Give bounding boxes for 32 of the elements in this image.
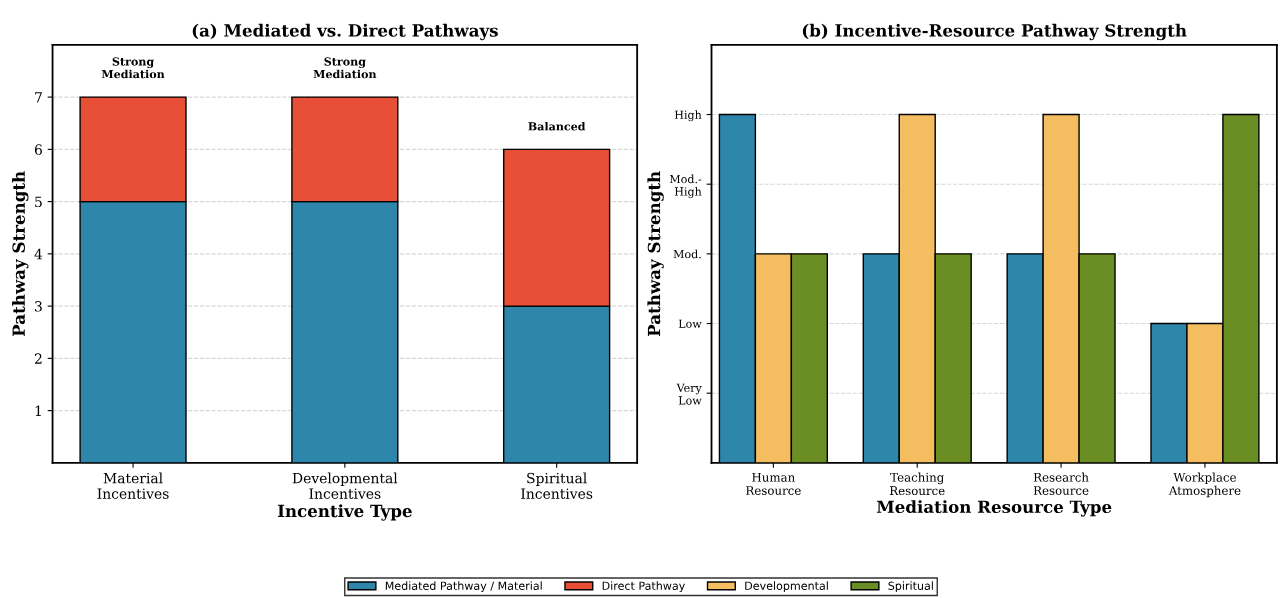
annotation: Balanced (528, 121, 586, 131)
y-tick-label: 5 (35, 196, 42, 208)
legend-label: Mediated Pathway / Material (385, 581, 542, 593)
legend-label: Direct Pathway (602, 581, 685, 593)
y-tick-label: 6 (34, 144, 42, 155)
text: High (674, 110, 702, 122)
text: Very Low (676, 383, 702, 405)
legend-label: Developmental (745, 581, 828, 593)
y-axis-title: Pathway Strength (12, 171, 29, 337)
y-tick-label: 3 (35, 301, 42, 312)
text: Mod. (673, 249, 701, 259)
annotation: Strong Mediation (313, 57, 377, 79)
annotation: Strong Mediation (101, 57, 165, 79)
legend-label: Spiritual (888, 581, 933, 593)
text: Low (678, 319, 702, 328)
x-axis-title: Mediation Resource Type (876, 500, 1112, 517)
x-tick-label: Developmental Incentives (292, 472, 398, 499)
x-tick-label: Material Incentives (97, 472, 169, 499)
x-tick-label: Human Resource (746, 472, 801, 495)
chart-title: (b) Incentive-Resource Pathway Strength (802, 23, 1187, 41)
text: Mod.- High (669, 174, 702, 198)
x-tick-label: Research Resource (1033, 472, 1089, 495)
x-tick-label: Teaching Resource (889, 472, 945, 496)
chart-title: (a) Mediated vs. Direct Pathways (192, 23, 498, 41)
y-tick-label: 2 (34, 353, 42, 364)
x-tick-label: Workplace Atmosphere (1168, 472, 1241, 498)
y-tick-label: 4 (34, 248, 43, 260)
y-tick-label: 7 (35, 92, 42, 103)
x-tick-label: Spiritual Incentives (521, 472, 593, 499)
y-tick-label: 1 (35, 405, 41, 416)
y-axis-title: Pathway Strength (647, 171, 664, 337)
x-axis-title: Incentive Type (277, 504, 412, 521)
